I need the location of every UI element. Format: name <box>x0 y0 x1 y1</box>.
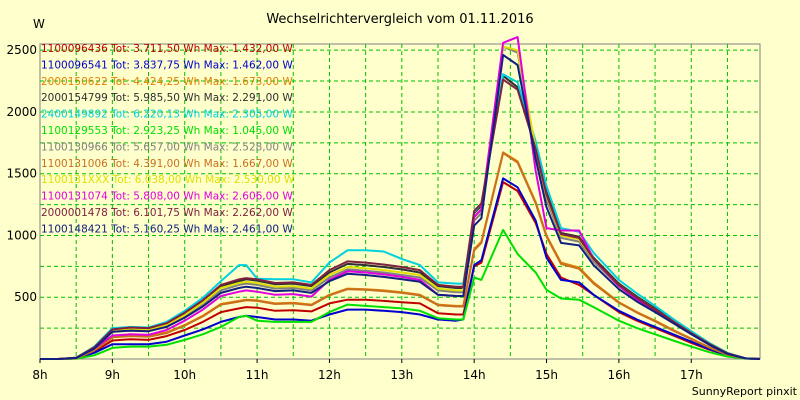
series-line-1100096436 <box>40 181 761 360</box>
legend-entry-1100131006: 1100131006 Tot: 4.391,00 Wh Max: 1.667,0… <box>41 158 293 170</box>
footer-credit: SunnyReport pinxit <box>692 385 798 398</box>
axis-ticks: 8h 9h 10h 11h 12h 13h 14h 15h 16h 17h 500 1000 1500 2… <box>6 43 702 382</box>
plot-area <box>39 43 761 360</box>
series-line-1100148421 <box>40 54 761 360</box>
y-tick-label: 500 <box>14 290 37 304</box>
legend-entry-1100148421: 1100148421 Tot: 5.160,25 Wh Max: 2.461,0… <box>41 223 293 235</box>
legend-entry-1100129553: 1100129553 Tot: 2.923,25 Wh Max: 1.045,0… <box>41 125 293 137</box>
series-line-1100129553 <box>40 228 761 360</box>
series-line-1100096541 <box>40 177 761 360</box>
legend-entry-2000001478: 2000001478 Tot: 6.101,75 Wh Max: 2.262,0… <box>41 207 293 219</box>
series-line-2400149892 <box>40 73 761 360</box>
series-line-1100131074 <box>40 36 761 360</box>
legend: 1100096436 Tot: 3.711,50 Wh Max: 1.432,0… <box>41 43 295 235</box>
chart-title: Wechselrichtervergleich vom 01.11.2016 <box>266 12 533 27</box>
x-tick-label: 15h <box>535 368 558 382</box>
x-tick-label: 10h <box>173 368 196 382</box>
y-axis-unit: W <box>33 17 45 31</box>
grid <box>40 44 760 359</box>
legend-entry-1100096436: 1100096436 Tot: 3.711,50 Wh Max: 1.432,0… <box>41 43 293 55</box>
x-tick-label: 16h <box>607 368 630 382</box>
x-tick-label: 12h <box>318 368 341 382</box>
legend-entry-2000150622: 2000150622 Tot: 4.424,25 Wh Max: 1.673,0… <box>41 76 293 88</box>
legend-entry-1100096541: 1100096541 Tot: 3.837,75 Wh Max: 1.462,0… <box>41 59 293 71</box>
y-tick-label: 1000 <box>6 228 37 242</box>
x-tick-label: 14h <box>463 368 486 382</box>
x-tick-label: 13h <box>390 368 413 382</box>
x-tick-label: 11h <box>246 368 269 382</box>
y-tick-label: 2000 <box>6 105 37 119</box>
legend-entry-1100131074: 1100131074 Tot: 5.808,00 Wh Max: 2.606,0… <box>41 191 293 203</box>
x-tick-label: 8h <box>32 368 47 382</box>
x-tick-label: 9h <box>105 368 120 382</box>
y-tick-label: 2500 <box>6 43 37 57</box>
series-line-1100131006 <box>40 152 761 360</box>
series-line-2000001478 <box>40 78 761 360</box>
legend-entry-1100130966: 1100130966 Tot: 5.657,00 Wh Max: 2.528,0… <box>41 141 293 153</box>
series-lines <box>40 36 761 360</box>
legend-entry-2400149892: 2400149892 Tot: 6.220,13 Wh Max: 2.305,0… <box>41 109 293 121</box>
y-tick-label: 1500 <box>6 167 37 181</box>
legend-entry-2000154799: 2000154799 Tot: 5.985,50 Wh Max: 2.291,0… <box>41 92 293 104</box>
legend-entry-1100131XXX: 1100131XXX Tot: 6.038,00 Wh Max: 2.530,0… <box>41 174 295 186</box>
x-tick-label: 17h <box>680 368 703 382</box>
